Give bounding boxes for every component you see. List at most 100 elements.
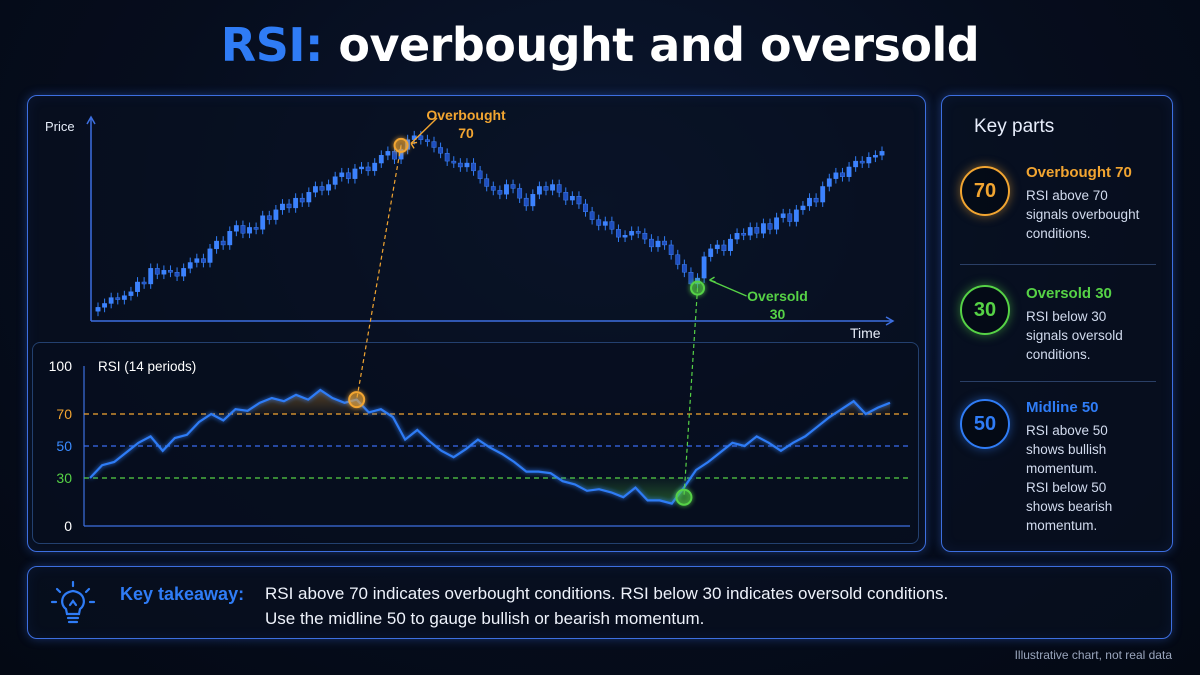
- candle-body: [438, 147, 443, 154]
- candle-body: [550, 184, 555, 191]
- key-parts-panel: Key parts 70 Overbought 70 RSI above 70 …: [941, 95, 1173, 552]
- candle-body: [108, 297, 114, 304]
- candle-body: [602, 221, 608, 226]
- candle-body: [168, 270, 173, 273]
- overbought-badge: 70: [960, 166, 1010, 216]
- overbought-pointer-head: [410, 141, 418, 149]
- candle-body: [649, 238, 654, 248]
- candle-body: [359, 166, 364, 170]
- oversold-rsi-marker: [675, 488, 693, 506]
- oversold-label: Oversold: [747, 288, 808, 304]
- key-desc-line: signals oversold: [1026, 328, 1123, 343]
- key-desc-line: RSI below 50: [1026, 480, 1107, 495]
- candle-body: [490, 186, 496, 191]
- oversold-connector: [683, 288, 699, 498]
- candle-body: [793, 209, 799, 222]
- oversold-pointer: [709, 279, 747, 297]
- candle-body: [418, 135, 424, 140]
- chart-svg: Price Time 0 30 50 70 100 RSI (14 periods) Overb…: [45, 107, 910, 534]
- rsi-line: [89, 388, 891, 505]
- midline-badge: 50: [960, 399, 1010, 449]
- candle-body: [813, 197, 819, 203]
- candle-body: [425, 139, 430, 142]
- candle-body: [194, 258, 200, 263]
- candle-body: [214, 240, 219, 250]
- candle-body: [273, 209, 279, 220]
- oversold-label-value: 30: [770, 306, 786, 322]
- candle-body: [853, 160, 859, 168]
- key-desc-line: RSI above 50: [1026, 423, 1108, 438]
- candle-body: [280, 203, 285, 211]
- candle-body: [714, 244, 720, 250]
- candle-body: [365, 166, 371, 172]
- oversold-price-marker: [690, 280, 706, 296]
- key-desc-line: conditions.: [1026, 347, 1091, 362]
- overbought-pointer: [410, 117, 438, 144]
- candle-body: [372, 162, 378, 172]
- chart-panel: Price Time 0 30 50 70 100 RSI (14 periods) Overb…: [27, 95, 926, 552]
- candle-body: [589, 211, 595, 220]
- key-parts-title: Key parts: [974, 116, 1055, 137]
- candle-body: [873, 155, 878, 158]
- price-y-arrow: [86, 115, 96, 125]
- candle-body: [121, 295, 127, 300]
- rsi-tick-label: 50: [56, 438, 72, 454]
- candle-body: [154, 268, 160, 275]
- takeaway-line-1: RSI above 70 indicates overbought condit…: [265, 584, 949, 603]
- candle-body: [497, 190, 503, 195]
- candle-body: [833, 172, 839, 179]
- candle-body: [352, 168, 358, 179]
- candle-body: [504, 184, 509, 195]
- candle-body: [708, 248, 714, 257]
- rsi-tick-label: 0: [64, 518, 72, 534]
- candle-body: [457, 162, 463, 168]
- candle-body: [392, 151, 397, 160]
- key-desc-line: shows bullish: [1026, 442, 1107, 457]
- candle-body: [306, 192, 312, 203]
- oversold-pointer-head: [709, 276, 716, 283]
- footnote: Illustrative chart, not real data: [1014, 648, 1172, 662]
- key-desc-line: RSI below 30: [1026, 309, 1107, 324]
- candle-body: [543, 186, 549, 191]
- candle-body: [537, 186, 542, 195]
- candle-body: [313, 186, 318, 193]
- candle-body: [609, 221, 615, 230]
- candle-body: [451, 160, 457, 164]
- candle-body: [734, 233, 740, 240]
- overbought-rsi-marker: [348, 391, 366, 409]
- candle-body: [635, 231, 641, 234]
- overbought-label: Overbought: [426, 107, 506, 123]
- title-rest: overbought and oversold: [322, 18, 980, 72]
- candle-body: [780, 213, 786, 218]
- page-title: RSI: overbought and oversold: [0, 18, 1200, 72]
- key-heading-overbought: Overbought 70: [1026, 164, 1132, 181]
- candle-body: [464, 162, 470, 168]
- candle-body: [642, 233, 648, 240]
- candle-body: [767, 223, 773, 230]
- candle-body: [286, 203, 292, 209]
- title-accent: RSI:: [220, 18, 324, 72]
- candle-body: [299, 197, 305, 203]
- candle-body: [517, 188, 523, 199]
- candle-body: [820, 186, 826, 203]
- candle-body: [668, 244, 674, 255]
- candle-body: [339, 172, 345, 177]
- candle-body: [378, 155, 384, 164]
- candle-body: [761, 223, 766, 234]
- candle-body: [510, 184, 516, 189]
- oversold-region: [90, 478, 890, 504]
- rsi-chart-title: RSI (14 periods): [98, 359, 196, 374]
- overbought-label-value: 70: [458, 125, 474, 141]
- oversold-badge: 30: [960, 285, 1010, 335]
- candle-body: [701, 256, 707, 279]
- candle-body: [102, 303, 107, 308]
- key-desc-line: RSI above 70: [1026, 188, 1108, 203]
- candle-body: [240, 225, 246, 234]
- key-heading-oversold: Oversold 30: [1026, 285, 1112, 302]
- candle-body: [135, 281, 140, 292]
- candle-body: [741, 233, 747, 236]
- key-desc-overbought: RSI above 70 signals overbought conditio…: [1026, 186, 1166, 243]
- lightbulb-icon: [50, 580, 96, 624]
- overbought-region: [90, 390, 890, 414]
- candle-body: [266, 215, 272, 220]
